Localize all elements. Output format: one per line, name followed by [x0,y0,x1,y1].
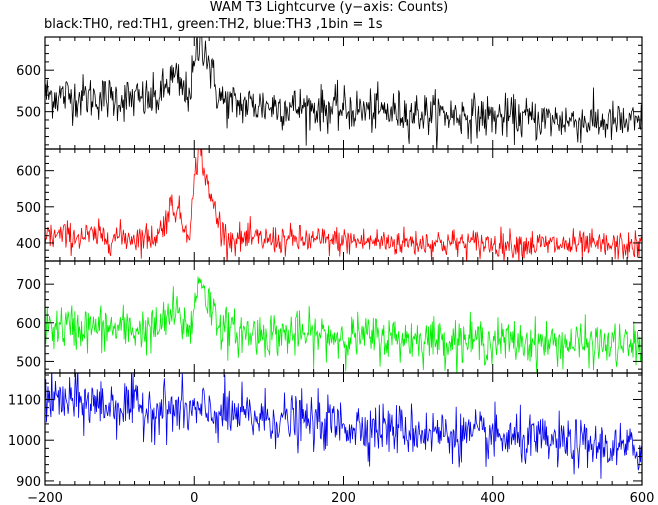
x-tick-label: −200 [27,491,63,505]
panel-frame-th2 [44,260,643,374]
y-tick-label: 500 [16,106,41,121]
y-tick-label: 500 [16,355,41,370]
series-line-th0 [45,37,642,149]
y-tick-label: 600 [16,165,41,180]
y-tick-label: 1100 [8,393,41,408]
y-tick-label: 600 [16,64,41,79]
y-tick-label: 400 [16,237,41,252]
y-tick-label: 1000 [8,434,41,449]
chart-subtitle: black:TH0, red:TH1, green:TH2, blue:TH3 … [44,17,383,32]
y-tick-label: 900 [16,475,41,490]
series-line-th3 [45,373,642,479]
x-tick-label: 600 [630,491,655,505]
y-tick-label: 500 [16,201,41,216]
x-tick-label: 400 [480,491,505,505]
panel-frame-th1 [44,148,643,262]
x-tick-label: 0 [190,491,198,505]
series-line-th2 [45,276,642,373]
chart-title: WAM T3 Lightcurve (y−axis: Counts) [209,0,449,15]
y-tick-label: 600 [16,317,41,332]
y-tick-label: 700 [16,278,41,293]
x-tick-label: 200 [331,491,356,505]
series-line-th1 [45,149,642,261]
